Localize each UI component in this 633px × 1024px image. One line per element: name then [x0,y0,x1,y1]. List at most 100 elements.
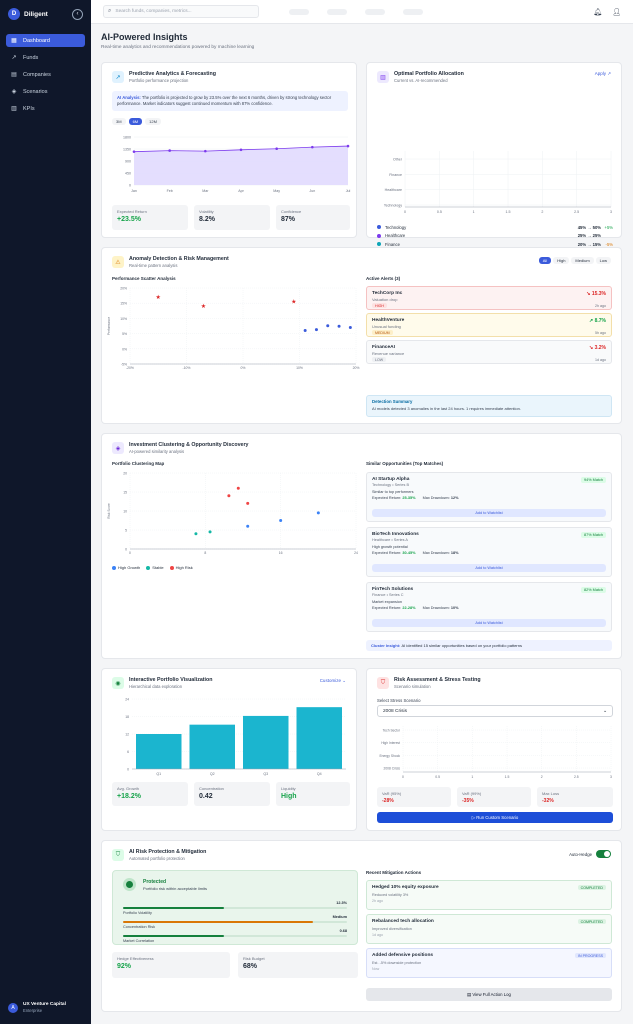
trend-icon: ↗ [112,71,124,83]
legend-dot [112,565,116,570]
ai-analysis-text: The portfolio is projected to grow by 23… [117,95,332,107]
card-title: Investment Clustering & Opportunity Disc… [129,442,249,448]
alert-name: TechCorp Inc [372,291,403,296]
opportunity-name: AI Startup Alpha [372,477,410,482]
x-tick-label: 3 [610,775,612,779]
scenario-select[interactable]: 2008 Crisis ⌄ [377,705,613,717]
card-header: ↗ Predictive Analytics & Forecasting Port… [112,71,216,83]
bar [243,715,289,769]
blurred-item [365,8,385,15]
sidebar-item-companies[interactable]: ▤ Companies [6,68,85,81]
stat-concentration: Concentration 0.42 [194,782,270,806]
search-input[interactable]: ⌕ Search funds, companies, metrics... [103,5,259,18]
opportunity-name: BioTech Innovations [372,532,419,537]
card-title-group: Investment Clustering & Opportunity Disc… [129,442,249,454]
x-tick-label: 10% [296,366,303,370]
allocation-name: Finance [385,241,400,247]
data-point [239,148,243,152]
view-action-log-button[interactable]: ▤ View Full Action Log [366,988,612,1001]
customize-link[interactable]: Customize ⌄ [320,678,346,684]
stat-value: -32% [542,798,554,804]
add-to-watchlist-button[interactable]: Add to Watchlist [372,564,606,572]
filter-high[interactable]: High [553,257,570,264]
run-scenario-label: Run Custom Scenario [476,815,519,820]
alert-name: HealthVenture [372,318,405,323]
risk-meter: Concentration Risk Medium [123,915,347,933]
user-profile[interactable]: A UX Venture Capital Enterprise [8,1002,66,1014]
filter-low[interactable]: Low [595,257,611,264]
actions-label: Recent Mitigation Actions [366,870,422,875]
y-tick-label: Healthcare [385,188,402,192]
stat-value: 87% [281,216,296,223]
user-icon[interactable]: 👤︎ [612,8,621,16]
x-tick-label: 3 [610,210,612,214]
filter-all[interactable]: All [538,257,552,264]
x-tick-label: 2.5 [574,775,579,779]
tab-3m[interactable]: 3M [112,118,126,125]
x-tick-label: Q1 [156,772,161,776]
card-title-group: Anomaly Detection & Risk Management Real-… [129,256,229,268]
card-header: ⛉ Risk Assessment & Stress Testing Scenar… [377,677,481,689]
run-scenario-button[interactable]: ▷ Run Custom Scenario [377,812,613,823]
legend-label: High Growth [118,565,141,570]
add-to-watchlist-button[interactable]: Add to Watchlist [372,509,606,517]
auto-hedge-toggle-row: Auto-Hedge [569,850,611,858]
building-icon: ▤ [11,72,17,78]
interactive-card: ◉ Interactive Portfolio Visualization Hie… [101,668,357,831]
stat-liquidity: Liquidity High [276,782,350,806]
action-status-badge: COMPLETED [577,919,606,924]
return-label: Expected Return: [372,496,402,500]
sidebar-item-funds[interactable]: ↗ Funds [6,51,85,64]
opportunity-card: BioTech Innovations Healthcare • Series A… [366,527,612,577]
y-tick-label: 450 [125,172,131,176]
range-tabs: 3M 6M 12M [112,118,161,125]
auto-hedge-toggle[interactable] [596,850,611,858]
warning-icon: ⚠ [112,256,124,268]
x-tick-label: -10% [183,366,191,370]
drawdown-label: Max Drawdown: [422,606,450,610]
alert-item[interactable]: TechCorp Inc Valuation drop HIGH ↘ 15.3% 2h … [366,286,612,310]
page-title: AI-Powered Insights [101,32,188,42]
opps-label: Similar Opportunities (Top Matches) [366,461,444,466]
action-time: 2h ago [372,899,383,903]
meter-label: Market Correlation [123,939,155,943]
data-point [346,144,350,148]
stat-value: 0.42 [199,793,213,800]
stat-label: Confidence [281,209,302,214]
y-tick-label: Other [393,158,403,162]
anomaly-card: ⚠ Anomaly Detection & Risk Management Rea… [101,247,622,424]
tab-6m[interactable]: 6M [128,118,143,125]
action-description: Improved diversification [372,927,412,931]
sidebar-item-scenarios[interactable]: ◈ Scenarios [6,85,85,98]
alert-item[interactable]: FinanceAI Revenue variance LOW ↘ 3.2% 1d ago [366,340,612,364]
add-to-watchlist-button[interactable]: Add to Watchlist [372,619,606,627]
layers-icon: ◈ [11,89,17,95]
stat-var95: VaR (95%) -28% [377,787,451,807]
allocation-value: 20% → 15% [577,241,601,247]
x-tick-label: 2 [541,210,543,214]
x-tick-label: 1 [471,775,473,779]
sidebar-item-dashboard[interactable]: ▦ Dashboard [6,34,85,47]
alert-time: 1d ago [595,358,606,362]
stat-value: 8.2% [199,216,215,223]
y-tick-label: Technology [384,204,402,208]
allocation-name: Healthcare [385,233,406,239]
card-title: AI Risk Protection & Mitigation [129,849,207,855]
collapse-sidebar-button[interactable]: ‹ [72,8,83,20]
chevron-down-icon: ⌄ [602,708,607,714]
x-tick-label: Feb [167,189,173,193]
bell-icon[interactable]: 🔔︎ [593,8,603,16]
tab-12m[interactable]: 12M [145,118,161,125]
card-title-group: Predictive Analytics & Forecasting Portfo… [129,71,216,83]
logo: D [8,8,20,20]
sidebar-item-kpis[interactable]: ▥ KPIs [6,102,85,115]
allocation-value: 25% → 25% [577,233,601,239]
alert-item[interactable]: HealthVenture Unusual funding MEDIUM ↗ 8.7%… [366,313,612,337]
card-subtitle: Automated portfolio protection [129,856,185,861]
severity-badge: HIGH [372,303,387,308]
apply-link[interactable]: Apply ↗ [595,71,611,77]
sidebar: D Diligent ‹ ▦ Dashboard ↗ Funds ▤ Companie… [0,0,91,1024]
legend-item: High Growth [112,565,140,570]
filter-medium[interactable]: Medium [571,257,594,264]
